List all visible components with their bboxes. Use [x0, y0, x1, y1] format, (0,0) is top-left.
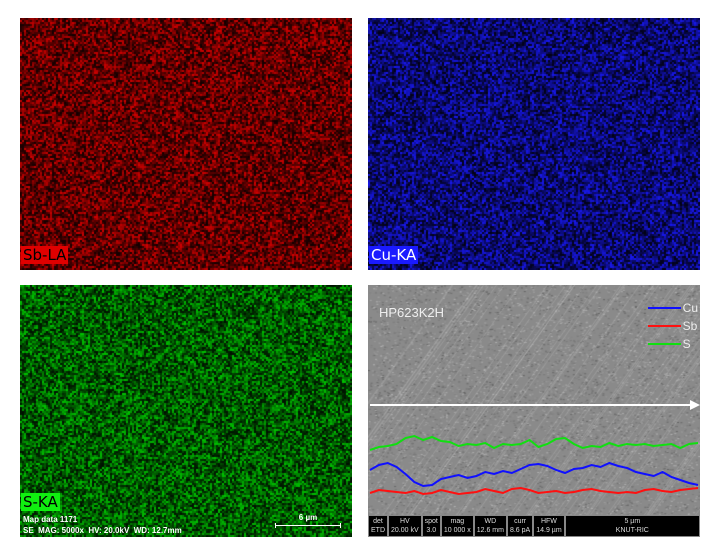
sample-id: HP623K2H [379, 305, 444, 320]
info-cell: spot 3.0 [422, 515, 441, 537]
scale-bar-label: 5 µm [624, 517, 640, 526]
legend-item-s: S [648, 335, 698, 353]
map-title: Map data 1171 [23, 515, 77, 524]
legend: Cu Sb S [648, 299, 698, 353]
cu-map-image [368, 18, 700, 270]
profile-line-s [370, 436, 698, 450]
sb-map-image [20, 18, 352, 270]
element-label: Cu-KA [369, 246, 418, 264]
profile-line-cu [370, 463, 698, 486]
info-cell: HFW 14.9 µm [533, 515, 564, 537]
legend-item-cu: Cu [648, 299, 698, 317]
info-cell: curr 8.6 pA [507, 515, 533, 537]
info-cell-scale: 5 µm KNUT-RIC [565, 515, 700, 537]
arrow-head-icon [690, 400, 700, 410]
map-params: SE MAG: 5000x HV: 20.0kV WD: 12.7mm [23, 526, 182, 535]
s-map-panel: S-KA Map data 1171 SE MAG: 5000x HV: 20.… [20, 285, 352, 537]
profile-line-sb [370, 488, 698, 494]
info-cell: det ETD [368, 515, 388, 537]
element-label: S-KA [21, 493, 60, 511]
info-cell: mag 10 000 x [441, 515, 474, 537]
sem-info-bar: det ETD HV 20.00 kV spot 3.0 mag 10 000 x WD… [368, 515, 700, 537]
scale-bar-label: 6 µm [275, 513, 341, 522]
s-map-image [20, 285, 352, 537]
scale-bar [275, 523, 341, 528]
info-cell: WD 12.6 mm [474, 515, 507, 537]
lab-name: KNUT-RIC [616, 526, 649, 535]
legend-item-sb: Sb [648, 317, 698, 335]
cu-map-panel: Cu-KA [368, 18, 700, 270]
sb-map-panel: Sb-LA [20, 18, 352, 270]
line-scan-panel: HP623K2H Cu Sb S det ETD HV 20.00 kV spot 3… [368, 285, 700, 537]
element-label: Sb-LA [21, 246, 68, 264]
info-cell: HV 20.00 kV [388, 515, 422, 537]
